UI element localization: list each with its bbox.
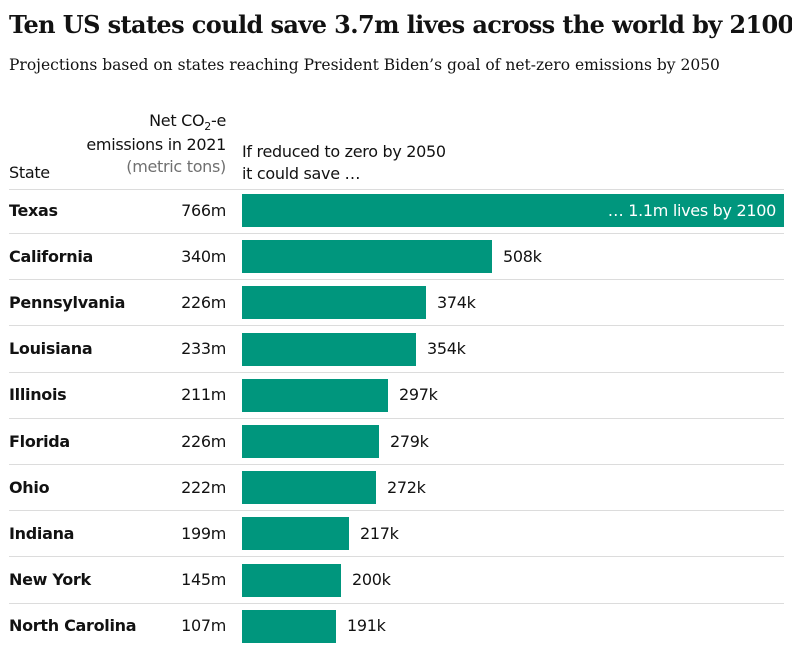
emissions-value: 211m <box>181 385 226 405</box>
emissions-value: 226m <box>181 292 226 312</box>
bar-value-label: 191k <box>347 616 386 636</box>
emissions-value: 226m <box>181 431 226 451</box>
bar <box>242 471 376 505</box>
emissions-value: 233m <box>181 339 226 359</box>
emissions-header-text: Net CO <box>149 111 205 130</box>
state-name: Pennsylvania <box>9 292 126 312</box>
lives-saved-header-line2: it could save … <box>242 164 361 183</box>
bar-value-label: 200k <box>352 570 391 590</box>
bar-value-label: 508k <box>503 246 542 266</box>
bar-value-label: 272k <box>387 477 426 497</box>
bar <box>242 286 426 320</box>
bar <box>242 378 388 412</box>
row-divider <box>9 233 784 234</box>
row-divider <box>9 602 784 604</box>
emissions-column-header: Net CO2-e emissions in 2021 (metric tons… <box>86 110 226 178</box>
bar <box>242 332 416 366</box>
state-name: Ohio <box>9 477 50 497</box>
state-name: Louisiana <box>9 339 93 359</box>
emissions-header-suffix: -e <box>210 111 226 130</box>
row-divider <box>9 464 784 465</box>
state-name: Indiana <box>9 523 75 543</box>
bar <box>242 425 379 458</box>
row-divider <box>9 325 784 327</box>
emissions-value: 222m <box>181 477 226 497</box>
state-name: North Carolina <box>9 616 137 636</box>
row-divider <box>9 417 784 419</box>
emissions-value: 340m <box>181 246 226 266</box>
state-name: Florida <box>9 431 70 451</box>
emissions-value: 107m <box>181 616 226 636</box>
bar-value-label: … 1.1m lives by 2100 <box>607 200 777 220</box>
row-divider <box>9 510 784 512</box>
chart-title: Ten US states could save 3.7m lives acro… <box>9 10 792 39</box>
emissions-value: 199m <box>181 523 226 543</box>
lives-saved-column-header: If reduced to zero by 2050 it could save… <box>242 141 446 185</box>
row-divider <box>9 556 784 558</box>
state-name: New York <box>9 570 91 590</box>
row-divider <box>9 371 784 373</box>
lives-saved-header-line1: If reduced to zero by 2050 <box>242 142 446 161</box>
bar <box>242 240 492 274</box>
bar-value-label: 297k <box>399 385 438 405</box>
bar-value-label: 217k <box>360 523 399 543</box>
state-name: Illinois <box>9 385 67 405</box>
row-divider <box>9 189 784 190</box>
emissions-header-line2: emissions in 2021 <box>86 135 226 154</box>
emissions-header-subscript: 2 <box>204 120 211 133</box>
emissions-header-units: (metric tons) <box>126 157 226 176</box>
bar <box>242 563 341 597</box>
bar-value-label: 279k <box>390 431 429 451</box>
emissions-value: 145m <box>181 570 226 590</box>
bar <box>242 517 349 551</box>
chart-subtitle: Projections based on states reaching Pre… <box>9 56 720 74</box>
row-divider <box>9 279 784 281</box>
state-column-header: State <box>9 163 50 182</box>
bar <box>242 194 784 227</box>
state-name: Texas <box>9 200 58 220</box>
state-name: California <box>9 246 94 266</box>
bar <box>242 609 336 643</box>
bar-value-label: 354k <box>427 339 466 359</box>
bar-value-label: 374k <box>437 292 476 312</box>
emissions-value: 766m <box>181 200 226 220</box>
